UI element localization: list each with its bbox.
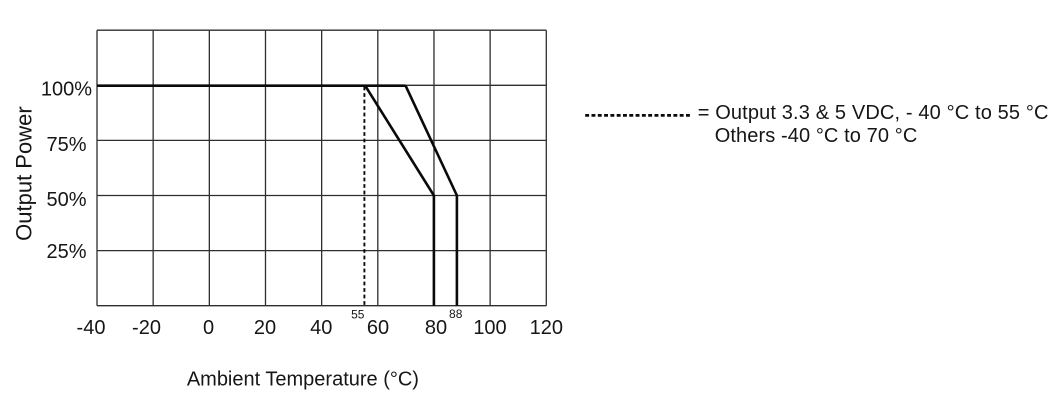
- svg-text:75%: 75%: [46, 134, 86, 156]
- svg-text:Ambient Temperature (°C): Ambient Temperature (°C): [187, 368, 419, 390]
- svg-text:0: 0: [203, 317, 214, 339]
- svg-text:100: 100: [473, 317, 506, 339]
- svg-text:120: 120: [530, 317, 563, 339]
- svg-text:80: 80: [425, 317, 447, 339]
- svg-text:55: 55: [351, 308, 365, 322]
- svg-text:Output Power: Output Power: [12, 106, 37, 241]
- svg-text:-20: -20: [132, 317, 161, 339]
- svg-text:60: 60: [367, 317, 389, 339]
- svg-text:100%: 100%: [41, 79, 92, 101]
- svg-text:Others -40 °C to 70 °C: Others -40 °C to 70 °C: [715, 125, 918, 147]
- svg-text:= Output 3.3 & 5 VDC, - 40 °C: = Output 3.3 & 5 VDC, - 40 °C to 55 °C: [698, 102, 1049, 124]
- svg-text:20: 20: [254, 317, 276, 339]
- svg-text:50%: 50%: [46, 189, 86, 211]
- svg-text:-40: -40: [77, 317, 106, 339]
- svg-text:88: 88: [449, 307, 463, 321]
- svg-text:40: 40: [310, 317, 332, 339]
- svg-text:25%: 25%: [46, 241, 86, 263]
